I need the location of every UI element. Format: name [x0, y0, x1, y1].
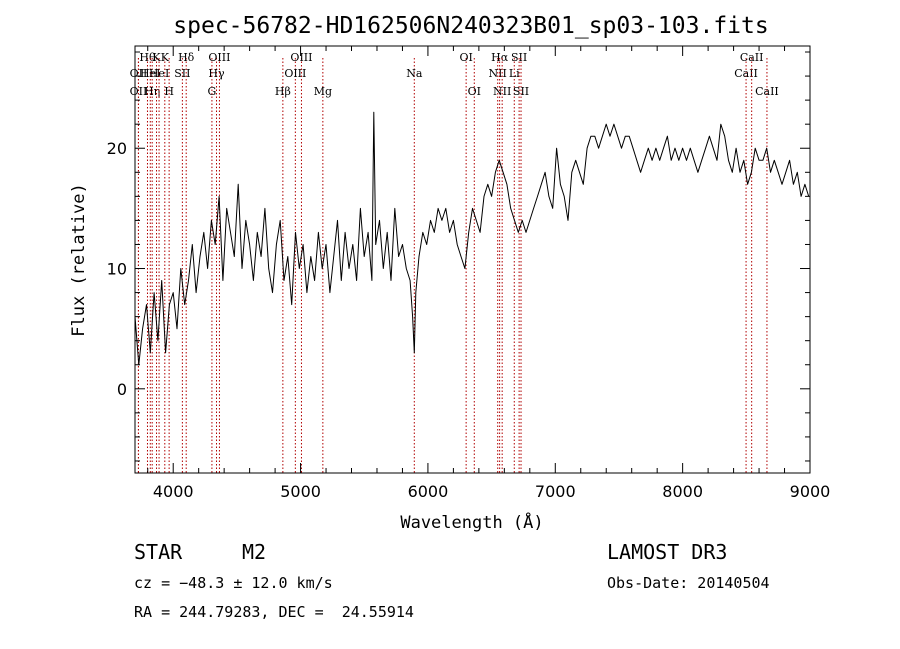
y-tick-label: 10: [107, 260, 127, 279]
redshift-velocity: cz = −48.3 ± 12.0 km/s: [134, 574, 333, 592]
plot-frame: [134, 45, 811, 474]
y-tick-label: 20: [107, 139, 127, 158]
object-subclass: M2: [242, 540, 267, 564]
spectral-line-label: Hη: [144, 85, 160, 98]
spectral-line-label: K: [161, 51, 170, 64]
spectral-line-label: NII: [489, 67, 507, 80]
spectral-line-label: OI: [459, 51, 472, 64]
spectral-line-label: OIII: [208, 51, 230, 64]
x-axis-label: Wavelength (Å): [400, 511, 543, 533]
spectral-line-label: HeI: [149, 67, 169, 80]
spectral-line-label: Hα: [491, 51, 509, 64]
spectral-line-label: Hδ: [178, 51, 195, 64]
spectral-line-label: NII: [493, 85, 511, 98]
spectrum-series: [134, 111, 810, 366]
spectral-line-label: CaII: [755, 85, 779, 98]
spectral-line-label: OII: [130, 85, 148, 98]
spectral-line-label: SII: [513, 85, 529, 98]
axis-ticks: 4000 5000 6000 7000 8000 9000 0 10 20: [107, 46, 831, 501]
spectrum-line: [134, 111, 810, 366]
spectral-line-label: Hγ: [208, 67, 225, 80]
spectral-line-label: Hθ: [139, 51, 156, 64]
spectrum-chart: spec-56782-HD162506N240323B01_sp03-103.f…: [69, 13, 831, 533]
spectral-line-label: OIII: [284, 67, 306, 80]
chart-title: spec-56782-HD162506N240323B01_sp03-103.f…: [173, 13, 768, 39]
spectral-line-label: Na: [406, 67, 423, 80]
spectral-line-label: OIII: [290, 51, 312, 64]
spectral-line-markers: OIIOIIHθHeIHηKHeIKHSIIHδHγGOIIIHβOIIIOII…: [130, 51, 779, 473]
spectral-line-label: HeI: [140, 67, 160, 80]
spectral-line-label: CaII: [734, 67, 758, 80]
y-tick-label: 0: [117, 380, 127, 399]
survey-name: LAMOST DR3: [607, 540, 728, 564]
y-axis-label: Flux (relative): [69, 183, 89, 337]
x-tick-label: 6000: [408, 482, 449, 501]
spectral-line-label: Mg: [314, 85, 332, 98]
x-tick-label: 9000: [790, 482, 831, 501]
observation-date: Obs-Date: 20140504: [607, 574, 770, 592]
spectral-line-label: Hβ: [275, 85, 291, 98]
spectral-line-label: CaII: [740, 51, 764, 64]
x-tick-label: 4000: [153, 482, 194, 501]
spectral-line-label: K: [152, 51, 161, 64]
spectral-line-label: SII: [174, 67, 190, 80]
spectral-line-label: Li: [509, 67, 520, 80]
object-class: STAR: [134, 540, 183, 564]
x-tick-label: 8000: [662, 482, 703, 501]
sky-coordinates: RA = 244.79283, DEC = 24.55914: [134, 603, 414, 621]
x-tick-label: 5000: [280, 482, 321, 501]
x-tick-label: 7000: [535, 482, 576, 501]
spectral-line-label: OI: [468, 85, 481, 98]
spectral-line-label: H: [164, 85, 174, 98]
spectral-line-label: G: [208, 85, 217, 98]
spectral-line-label: SII: [511, 51, 527, 64]
